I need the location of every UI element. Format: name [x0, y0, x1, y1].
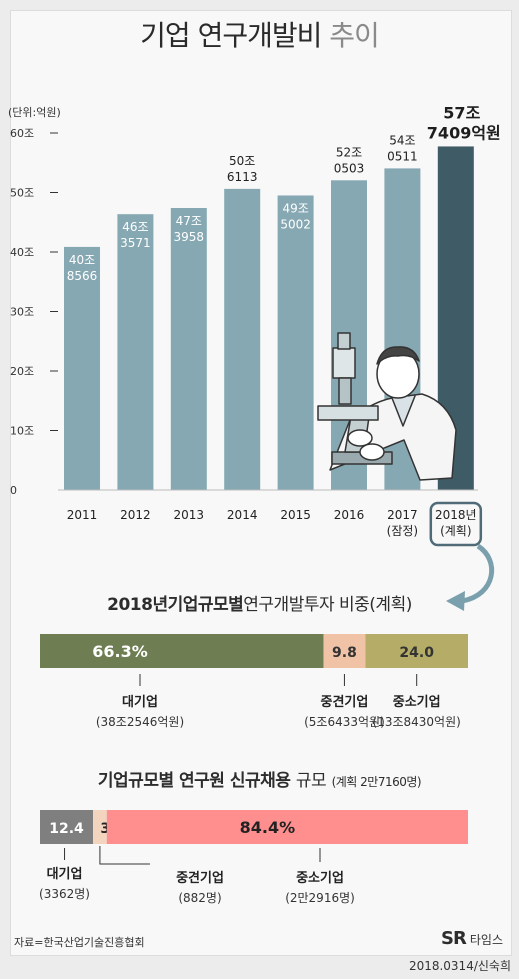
logo-text: 타임스 [469, 933, 503, 947]
segment-detail: (882명) [178, 891, 221, 905]
segment-detail: (5조6433억원) [304, 715, 385, 729]
segment-value: 24.0 [399, 645, 434, 661]
title-main: 기업 연구개발비 [140, 19, 322, 52]
data-label: 0511 [387, 149, 418, 163]
stage [317, 405, 379, 421]
segment-name: 대기업 [122, 695, 158, 710]
leader-line [99, 846, 150, 865]
data-label: 47조 [176, 214, 202, 228]
section3-title-small: (계획 2만7160명) [331, 775, 422, 789]
data-label: 3958 [174, 230, 205, 244]
arrow-line [461, 543, 495, 604]
segment [93, 810, 107, 844]
section3-title-bold: 기업규모별 연구원 신규채용 [97, 771, 291, 791]
x-tick-label: 2015 [280, 508, 311, 522]
y-tick-label: 60조 [10, 127, 34, 140]
y-tick-label: 40조 [10, 246, 34, 259]
x-tick-label: 2011 [67, 508, 98, 522]
x-tick-label: 2017 [387, 508, 418, 522]
data-label: 54조 [389, 133, 415, 147]
logo-mark: SR [441, 928, 467, 949]
segment-detail: (3362명) [39, 887, 90, 901]
highlight-box [429, 501, 483, 547]
segment-value: 9.8 [332, 645, 357, 661]
shirt [391, 395, 416, 427]
x-tick-label: 2013 [174, 508, 205, 522]
data-label: 52조 [336, 145, 362, 159]
y-tick-label: 0 [10, 484, 17, 497]
data-label: 49조 [282, 201, 308, 215]
brand-logo: SR 타임스 [441, 928, 503, 949]
data-label: 50조 [229, 154, 255, 168]
data-label: 7409억원 [427, 123, 501, 142]
section2-title-normal: 연구개발투자 비중(계획) [243, 595, 412, 615]
x-tick-label: 2014 [227, 508, 258, 522]
segment-detail: (38조2546억원) [96, 715, 184, 729]
segment-value: 84.4% [240, 818, 296, 837]
x-tick-label: (잠정) [387, 524, 418, 538]
bar [64, 246, 100, 490]
hiring-share-chart: 12.4대기업(3362명)3.2중견기업(882명)84.4%중소기업(2만2… [39, 810, 468, 905]
section2-title-bold: 2018년기업규모별 [107, 595, 244, 615]
x-tick-label: 2018년 [435, 508, 477, 522]
page-title: 기업 연구개발비 추이 [0, 14, 519, 54]
data-label: 5002 [280, 217, 311, 231]
data-label: 57조 [443, 103, 480, 122]
data-label: 0503 [334, 161, 365, 175]
segment-name: 대기업 [47, 867, 83, 882]
data-label: 6113 [227, 170, 258, 184]
segment [365, 634, 468, 668]
bar [224, 188, 261, 490]
section3-title-normal: 규모 [295, 771, 327, 791]
segment-detail: (2만2916명) [285, 891, 355, 905]
bar [170, 207, 207, 490]
segment [106, 810, 468, 844]
unit-label: (단위:억원) [8, 106, 61, 119]
segment [40, 634, 324, 668]
rd-share-chart: 66.3% 대기업 (38조2546억원) 9.8 중견기업 (5조6433억원) 24.0… [40, 634, 468, 729]
y-tick-label: 50조 [10, 187, 34, 200]
segment-value: 12.4 [49, 821, 84, 837]
segment-name: 중소기업 [296, 871, 344, 886]
segment-detail: (13조8430억원) [373, 715, 461, 729]
section2-title: 2018년기업규모별연구개발투자 비중(계획) [0, 590, 519, 615]
source-note: 자료=한국산업기술진흥협회 [14, 936, 145, 949]
bar [277, 195, 314, 490]
section3-title: 기업규모별 연구원 신규채용 규모 (계획 2만7160명) [0, 766, 519, 791]
segment-name: 중견기업 [321, 694, 369, 710]
hand [359, 443, 385, 461]
data-label: 3571 [120, 236, 151, 250]
x-tick-label: 2012 [120, 508, 151, 522]
segment [323, 634, 366, 668]
date-credit: 2018.0314/신숙희 [408, 959, 511, 973]
data-label: 40조 [69, 253, 95, 267]
x-tick-label: (계획) [440, 524, 471, 538]
data-label: 8566 [67, 269, 98, 283]
y-tick-label: 10조 [10, 425, 34, 438]
eyepiece [337, 332, 351, 350]
segment-value: 66.3% [92, 642, 148, 661]
segment-name: 중소기업 [393, 695, 441, 710]
main-bar-chart: (단위:억원) 0 10조 20조 30조 40조 50조 60조 40조 8566 2011 46조… [8, 103, 501, 611]
x-tick-label: 2016 [334, 508, 365, 522]
segment [40, 810, 94, 844]
data-label: 46조 [122, 220, 148, 234]
title-light: 추이 [329, 19, 380, 52]
y-tick-label: 30조 [10, 306, 34, 319]
scientist-illustration [317, 332, 457, 481]
segment-name: 중견기업 [176, 870, 224, 886]
arrow-head [446, 591, 465, 611]
bar [117, 214, 154, 490]
y-tick-label: 20조 [10, 365, 34, 378]
microscope-head [332, 347, 356, 379]
hair [376, 346, 420, 365]
hand [347, 429, 373, 447]
objective [338, 377, 352, 405]
